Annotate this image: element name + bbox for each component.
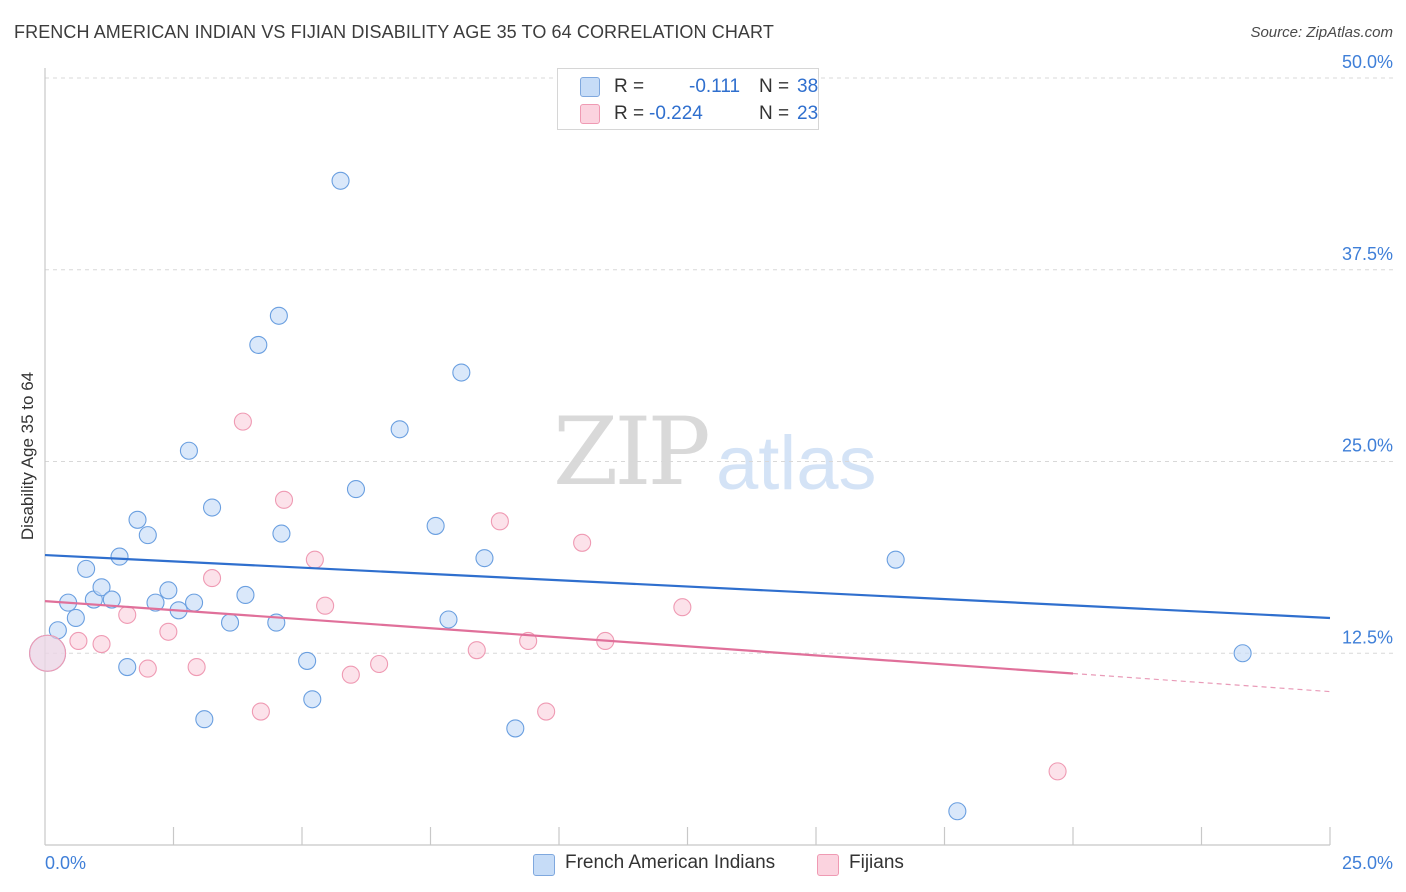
stats-legend: R = -0.111 N = 38 R = -0.224 N = 23 [557,68,819,130]
y-tick-label: 37.5% [1342,244,1393,264]
legend-label: Fijians [849,852,904,873]
point-fijian [467,641,486,660]
point-fijian [118,605,137,624]
point-french-american-indian [128,510,147,529]
point-fijian [341,665,360,684]
point-fijian [573,533,592,552]
point-french-american-indian [146,593,165,612]
point-fijian [92,634,111,654]
point-french-american-indian [249,335,268,354]
n-label: N = [759,76,790,97]
point-fijian [138,659,157,678]
point-french-american-indian [886,550,905,569]
n-label: N = [759,103,790,124]
point-fijian [519,631,538,651]
x-tick-label: 0.0% [45,853,86,873]
y-tick-label: 50.0% [1342,52,1393,72]
point-french-american-indian [203,498,222,517]
point-french-american-indian [506,719,525,738]
point-french-american-indian [220,613,240,632]
point-fijian [673,598,692,617]
point-french-american-indian [110,547,129,566]
y-tick-label: 12.5% [1342,627,1393,647]
point-fijian [203,569,222,588]
y-tick-label: 25.0% [1342,436,1393,456]
point-fijian [490,512,509,531]
r-label: R = [614,103,645,124]
point-french-american-indian [185,593,204,612]
watermark-zip: ZIP [553,398,711,507]
point-fijian [537,702,556,721]
point-french-american-indian [303,690,322,709]
point-french-american-indian [331,171,350,190]
point-french-american-indian [272,524,291,543]
point-french-american-indian [77,559,96,578]
n-value: 38 [797,76,819,97]
point-fijian [370,654,389,674]
point-fijian [1048,762,1067,781]
legend-swatch-pink [580,104,600,124]
point-french-american-indian [102,590,121,609]
n-value: 23 [797,103,819,124]
point-french-american-indian [390,420,409,439]
trend-line-fijians-extension [1072,672,1331,693]
point-french-american-indian [138,526,157,545]
point-french-american-indian [1233,644,1252,663]
point-french-american-indian [92,578,111,597]
point-french-american-indian [179,441,198,460]
point-fijian [69,631,88,651]
point-french-american-indian [475,549,494,568]
point-french-american-indian [346,480,366,499]
point-fijian [251,702,270,721]
r-value: -0.111 [689,76,741,97]
source-note: Source: ZipAtlas.com [1250,24,1393,41]
point-french-american-indian [159,581,178,600]
point-french-american-indian [426,516,445,535]
point-fijian [29,634,67,672]
point-french-american-indian [269,306,288,325]
point-fijian [316,596,335,615]
point-fijian [305,550,324,569]
legend-swatch-blue [580,77,600,97]
point-french-american-indian [298,651,317,670]
point-french-american-indian [66,608,85,628]
r-value: -0.224 [649,103,703,124]
point-fijian [159,622,178,641]
trend-line-french-american-indians [44,553,1331,620]
point-french-american-indian [195,710,214,729]
point-french-american-indian [452,363,471,382]
chart-title: FRENCH AMERICAN INDIAN VS FIJIAN DISABIL… [14,22,774,42]
x-tick-label: 25.0% [1342,853,1393,873]
point-french-american-indian [948,802,967,821]
watermark-atlas: atlas [716,421,877,506]
legend-label: French American Indians [565,852,776,873]
point-fijian [274,490,294,509]
point-fijian [233,412,252,431]
point-french-american-indian [439,610,458,629]
legend-swatch-pink [817,854,839,876]
point-fijian [187,658,206,677]
legend-swatch-blue [533,854,555,876]
point-french-american-indian [118,658,137,677]
trend-line-fijians [44,599,1074,675]
point-french-american-indian [236,585,255,605]
r-label: R = [614,76,645,97]
